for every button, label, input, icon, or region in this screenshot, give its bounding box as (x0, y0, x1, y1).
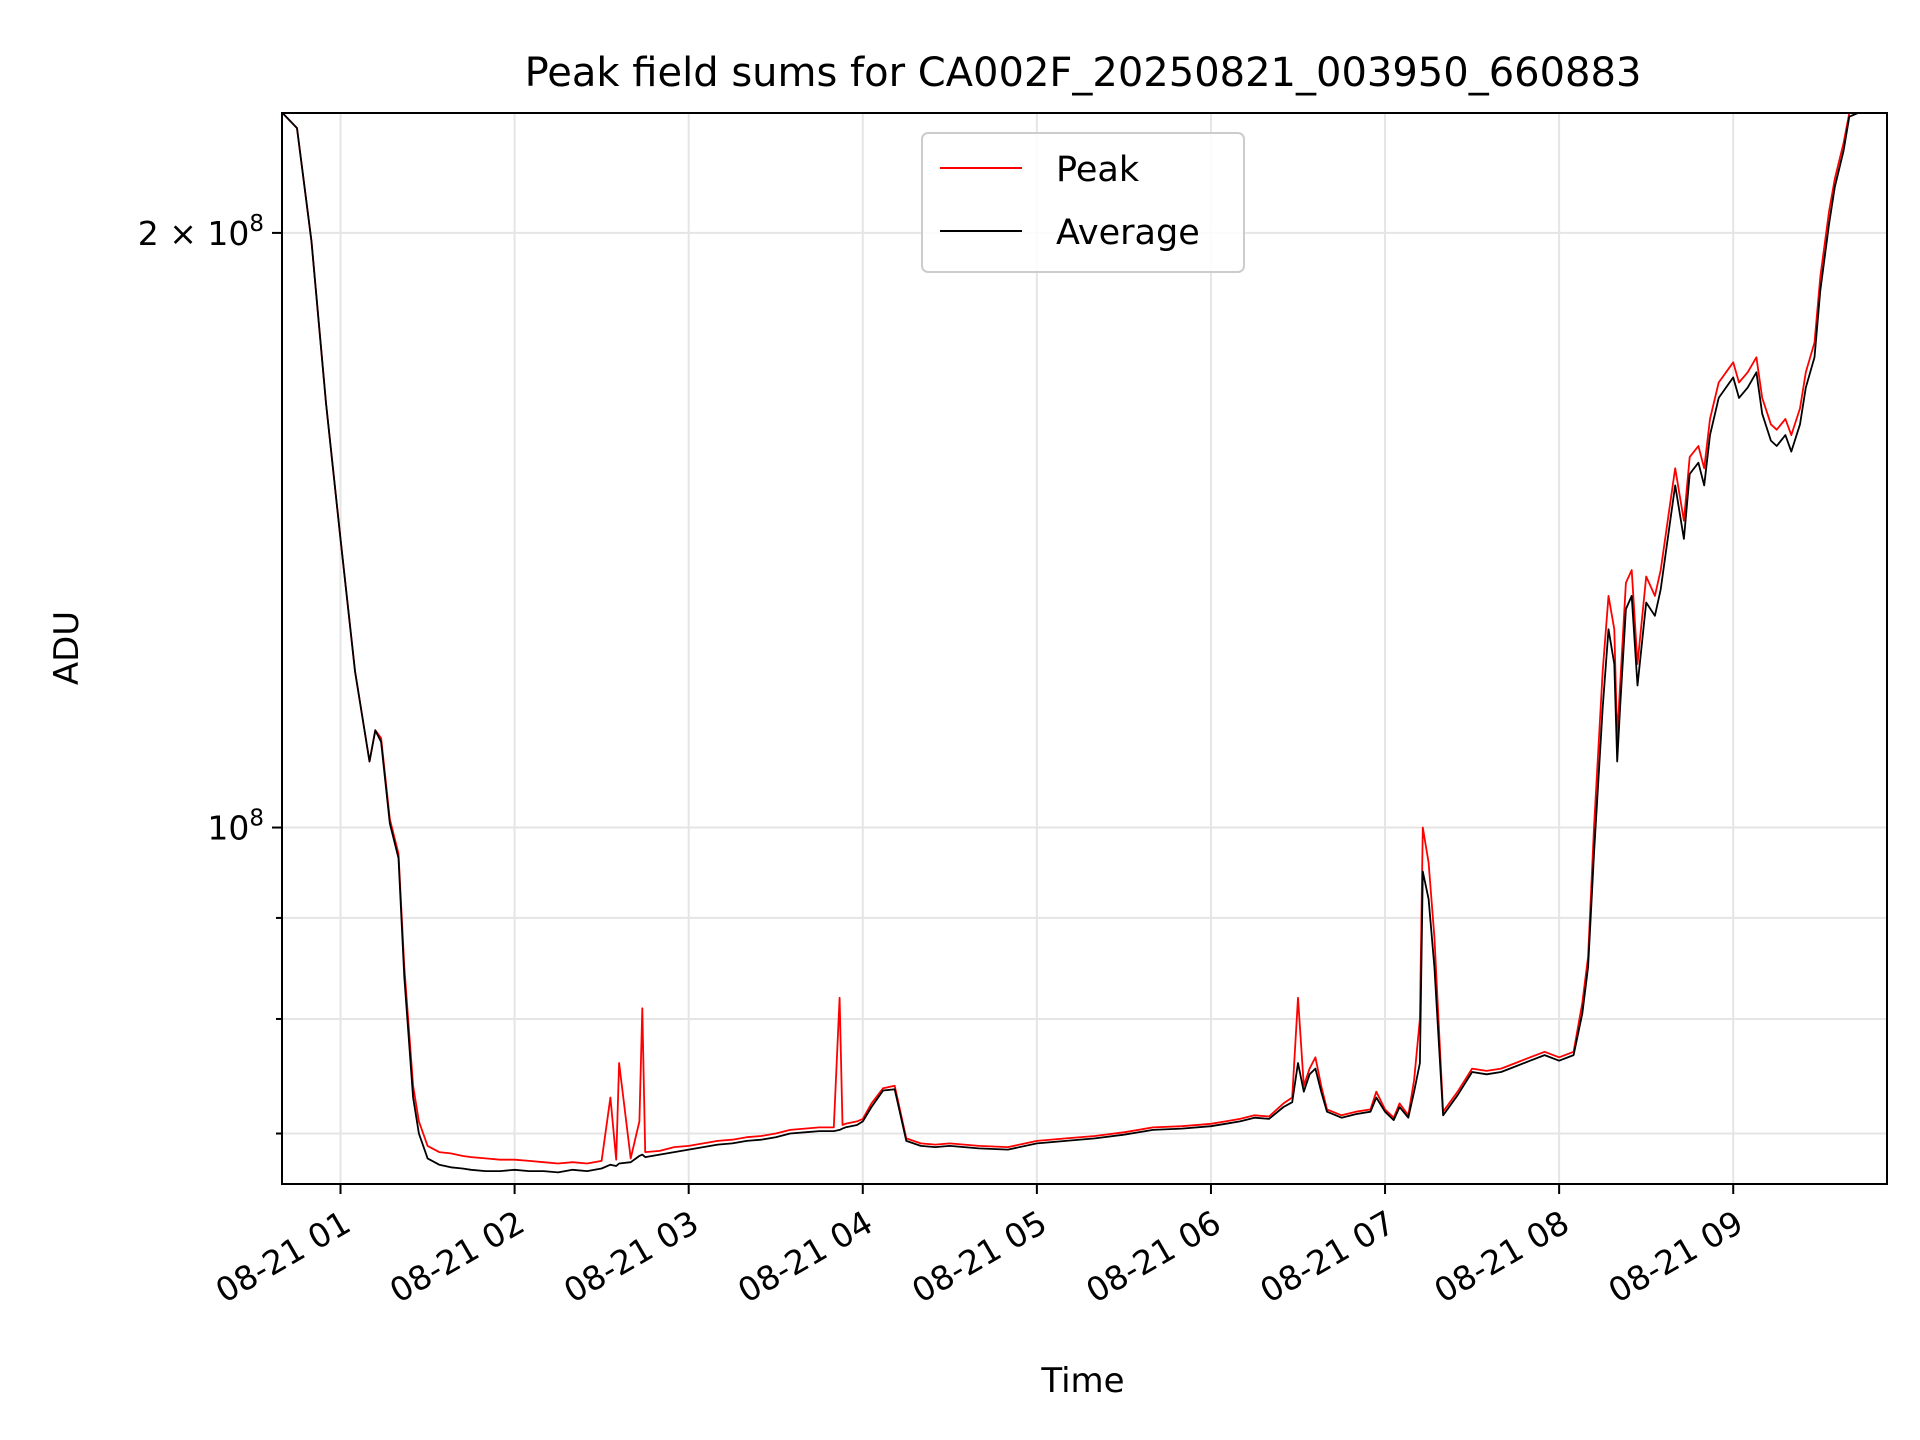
plot-frame (281, 112, 1888, 1185)
x-axis-label: Time (1040, 1361, 1124, 1401)
series-line-average (281, 112, 1887, 1174)
legend: Peak Average (921, 132, 1245, 273)
series-line-peak (281, 112, 1887, 1165)
y-tick-label: 108 (207, 806, 264, 848)
y-axis-label: ADU (47, 611, 87, 685)
series-layer (281, 112, 1887, 1174)
y-axis: 108 2 × 108 (138, 211, 282, 1135)
legend-label-peak: Peak (1056, 150, 1140, 190)
legend-label-average: Average (1056, 213, 1200, 253)
chart-title: Peak field sums for CA002F_20250821_0039… (525, 50, 1642, 96)
y-tick-label: 2 × 108 (138, 211, 264, 253)
